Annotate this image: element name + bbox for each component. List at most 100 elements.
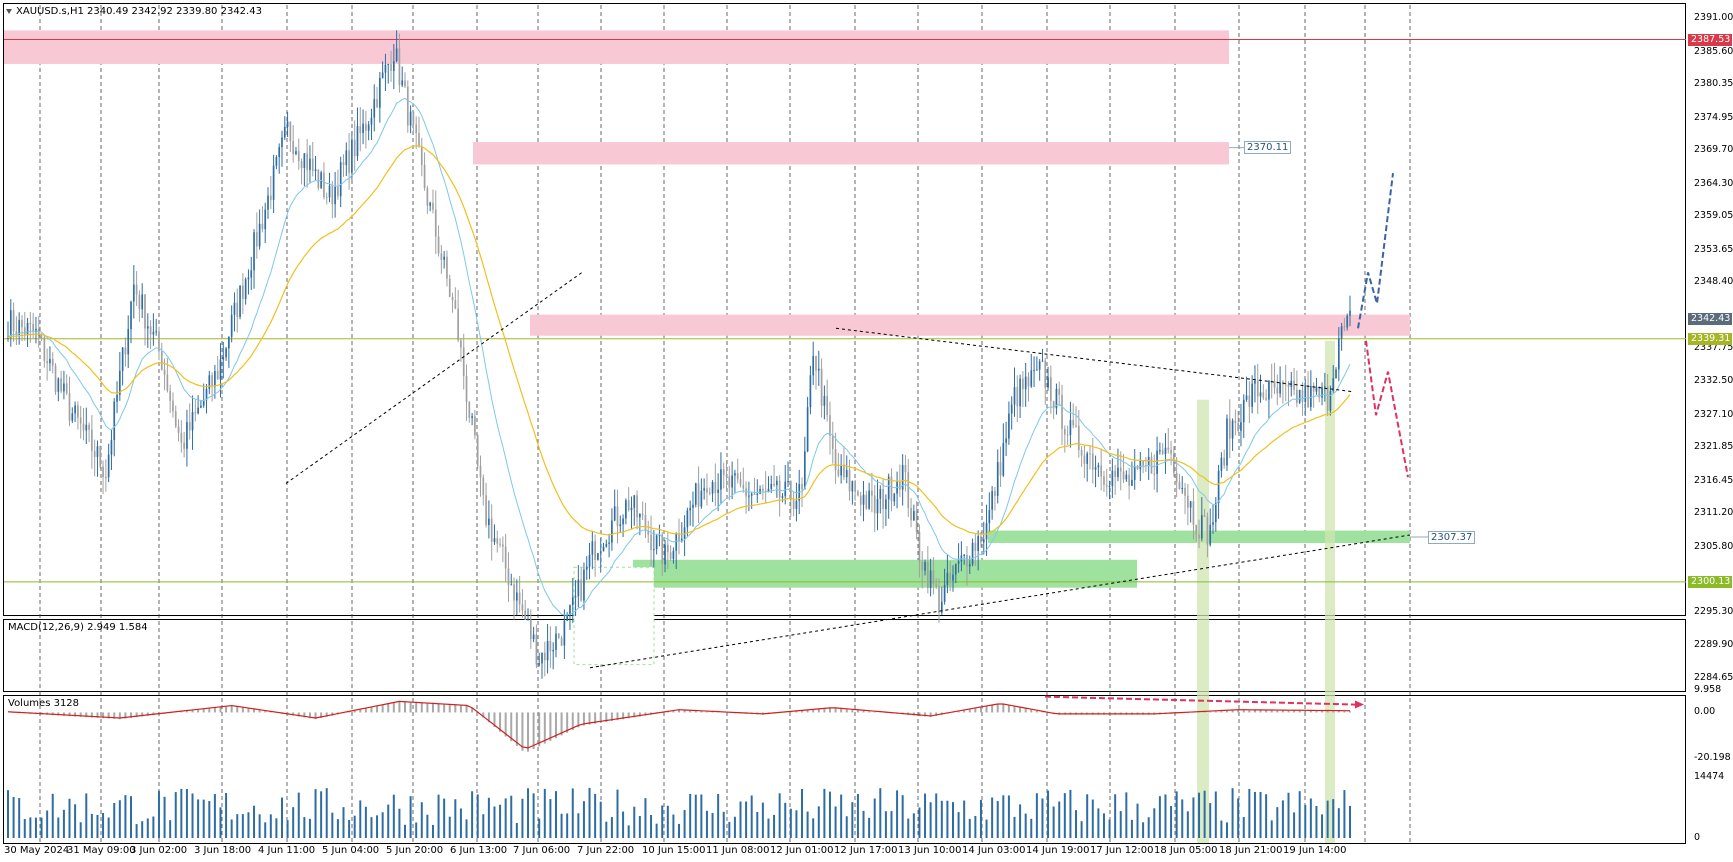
candle-body: [471, 416, 473, 418]
price-pane[interactable]: [3, 3, 1686, 616]
candle-body: [845, 470, 848, 478]
time-axis-label: 10 Jun 15:00: [642, 845, 706, 856]
candle-body: [854, 481, 856, 492]
candle-body: [840, 464, 842, 476]
candle-body: [529, 619, 532, 640]
candle-body: [792, 500, 795, 509]
time-axis-label: 17 Jun 12:00: [1090, 845, 1154, 856]
candle-body: [1058, 388, 1061, 395]
candle-body: [910, 508, 912, 521]
candle-body: [1024, 376, 1027, 390]
candle-body: [1259, 392, 1262, 397]
candle-body: [599, 551, 602, 554]
candle-body: [543, 652, 546, 661]
candle-body: [462, 347, 465, 376]
macd-pane[interactable]: [3, 619, 1686, 692]
candle-body: [1187, 495, 1189, 508]
candle-body: [1072, 420, 1075, 426]
candle-body: [1173, 453, 1175, 473]
candle-body: [977, 536, 979, 551]
candle-body: [1105, 484, 1108, 487]
candle-body: [703, 488, 706, 491]
candle-body: [725, 474, 728, 477]
candle-body: [510, 584, 513, 586]
dropdown-triangle-icon[interactable]: [6, 9, 12, 14]
candle-body: [1223, 457, 1226, 466]
candle-body: [253, 232, 255, 271]
candle-body: [826, 396, 829, 416]
candle-body: [250, 270, 253, 278]
candle-body: [409, 111, 412, 126]
candle-body: [999, 462, 1002, 476]
candle-body: [1178, 482, 1181, 490]
candle-body: [186, 422, 188, 449]
candle-body: [1220, 457, 1223, 471]
candle-body: [239, 285, 241, 317]
candle-body: [851, 481, 854, 492]
candle-body: [228, 336, 230, 349]
candle-body: [130, 301, 132, 330]
candle-body: [843, 464, 845, 478]
candle-body: [443, 256, 445, 260]
candle-body: [1164, 447, 1167, 455]
candle-body: [1131, 479, 1133, 486]
candle-body: [342, 162, 345, 166]
candle-body: [429, 202, 432, 206]
candle-body: [180, 432, 183, 443]
candle-body: [963, 554, 966, 556]
candle-body: [71, 413, 74, 421]
candle-body: [1038, 361, 1041, 370]
candle-body: [437, 236, 440, 254]
candle-body: [697, 483, 700, 507]
price-tag: 2342.43: [1688, 313, 1732, 326]
candle-body: [303, 153, 306, 168]
candle-body: [734, 473, 736, 476]
candle-body: [1276, 387, 1279, 394]
candle-body: [571, 597, 574, 606]
candle-body: [982, 539, 985, 543]
candle-body: [12, 310, 15, 332]
candle-body: [1094, 467, 1097, 470]
candle-body: [1128, 474, 1130, 486]
price-axis-label: 2289.90: [1694, 639, 1733, 651]
price-tag: 2387.53: [1688, 33, 1732, 46]
candle-body: [1050, 377, 1052, 402]
candle-body: [348, 150, 350, 173]
uptrend-line: [285, 272, 583, 484]
candle-body: [1326, 386, 1329, 411]
supply-zone-mid: [473, 142, 1229, 165]
candle-body: [717, 489, 719, 494]
candle-body: [686, 510, 689, 528]
candle-body: [15, 331, 18, 335]
candle-body: [504, 546, 507, 569]
time-axis-label: 3 Jun 02:00: [130, 845, 188, 856]
candle-body: [1027, 376, 1030, 387]
candle-body: [518, 592, 521, 605]
ema-slow-line: [7, 145, 1351, 536]
candle-body: [1212, 522, 1214, 525]
volume-pane[interactable]: [3, 695, 1686, 844]
candle-body: [295, 151, 297, 154]
candle-body: [496, 538, 499, 544]
candle-body: [169, 390, 171, 401]
candle-body: [748, 495, 750, 497]
candle-body: [630, 507, 633, 511]
candle-body: [622, 518, 624, 525]
candle-body: [365, 123, 367, 131]
candle-body: [51, 359, 54, 366]
macd-signal-line: [7, 700, 1351, 749]
candle-body: [652, 549, 655, 551]
candle-body: [110, 440, 113, 455]
time-axis-label: 31 May 09:00: [67, 845, 136, 856]
candle-body: [795, 500, 798, 509]
price-tag: 2300.13: [1688, 575, 1732, 588]
candle-body: [183, 442, 185, 449]
candle-body: [988, 509, 991, 524]
candle-body: [1080, 450, 1083, 456]
candle-body: [739, 479, 742, 485]
candle-body: [862, 494, 865, 505]
candle-body: [43, 337, 46, 362]
candle-body: [1111, 470, 1114, 487]
candle-body: [225, 348, 227, 358]
